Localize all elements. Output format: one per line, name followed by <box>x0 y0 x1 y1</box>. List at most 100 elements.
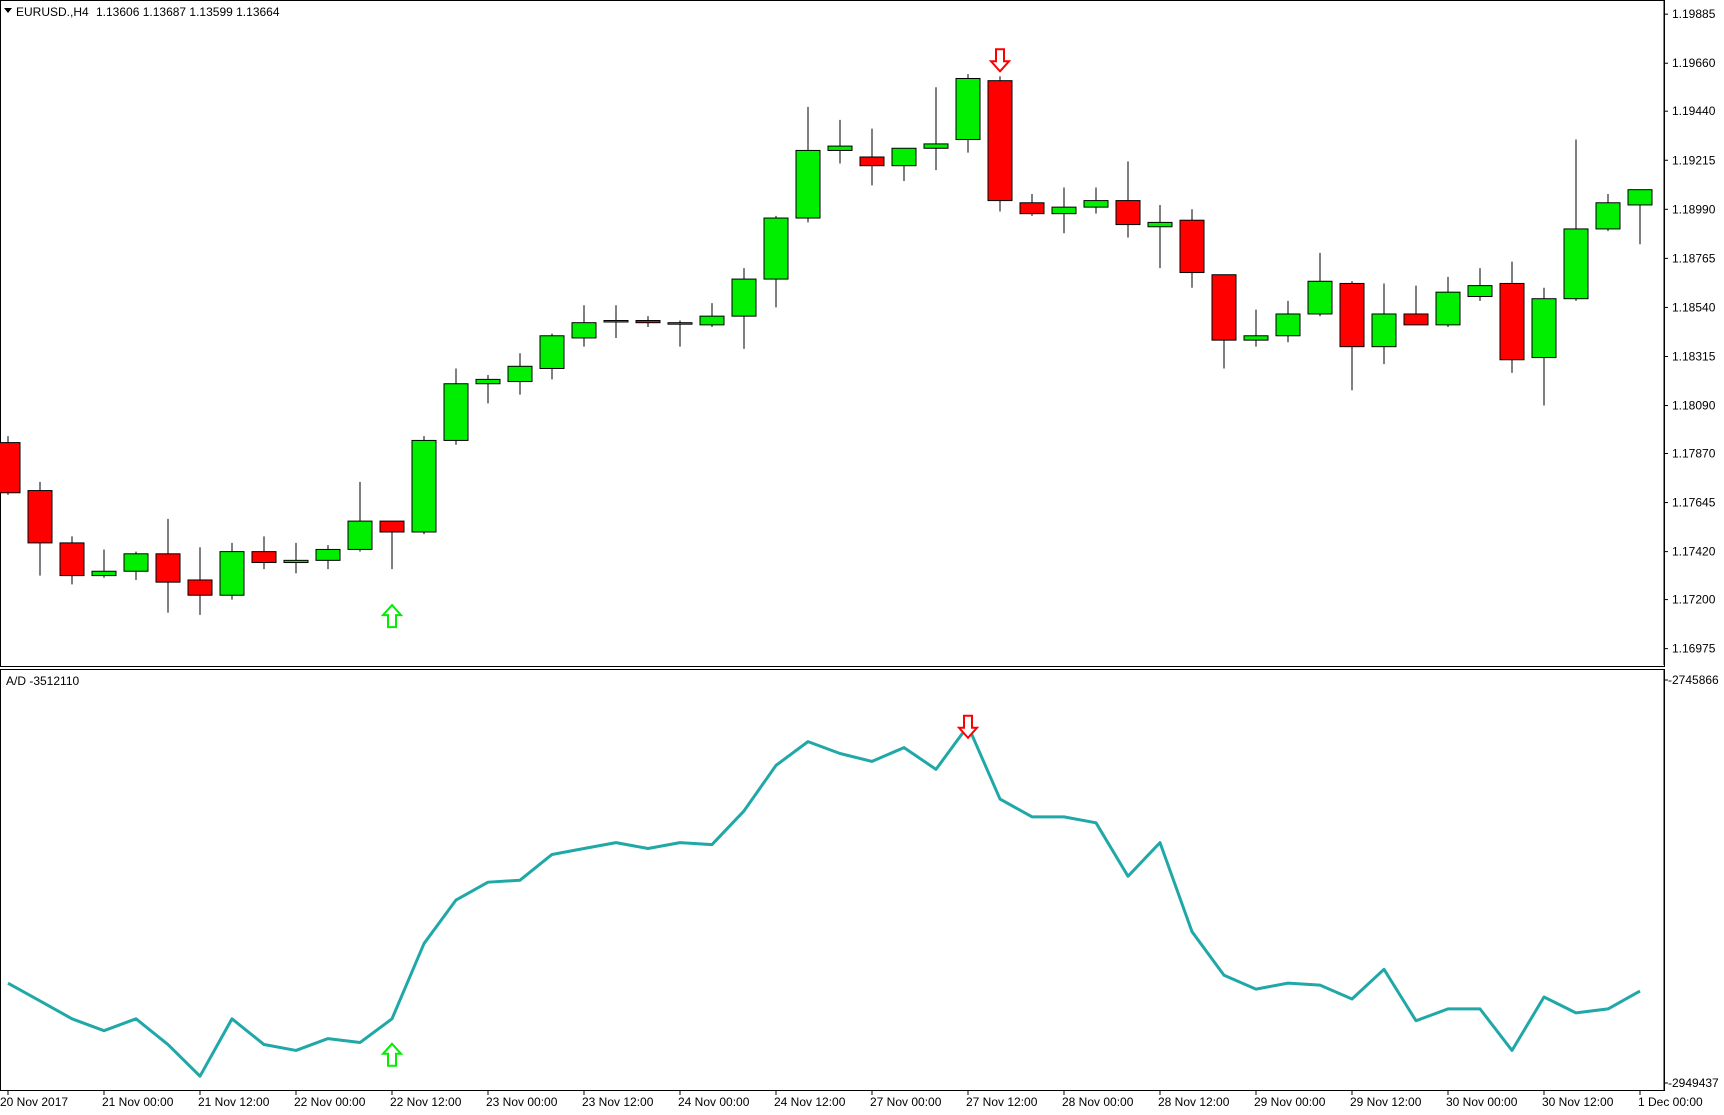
buy-arrow-icon <box>380 603 404 629</box>
candle <box>763 215 789 308</box>
sell-arrow-icon <box>988 48 1012 73</box>
candle-body <box>1115 200 1141 226</box>
candle-body <box>827 145 853 151</box>
price-panel: EURUSD.,H4 1.13606 1.13687 1.13599 1.136… <box>0 0 1716 667</box>
candle <box>923 87 949 171</box>
candle <box>1595 194 1621 232</box>
price-tick-label: 1.16975 <box>1672 642 1716 656</box>
candle-body <box>1339 282 1365 348</box>
candle <box>155 518 181 613</box>
candle <box>859 128 885 186</box>
candle-body <box>1435 291 1461 326</box>
candle <box>1019 194 1045 216</box>
candle-body <box>795 149 821 219</box>
price-tick-label: 1.18540 <box>1672 300 1716 314</box>
ad-axis: -2745866 -2949437 <box>1663 670 1719 1090</box>
time-tick-label: 28 Nov 00:00 <box>1062 1095 1134 1109</box>
candle-body <box>27 490 53 544</box>
chevron-down-icon[interactable] <box>4 8 12 13</box>
candle <box>1499 261 1525 373</box>
candle <box>667 320 693 347</box>
time-tick-label: 28 Nov 12:00 <box>1158 1095 1230 1109</box>
candle-body <box>1467 285 1493 298</box>
time-axis: 20 Nov 2017 21 Nov 00:00 21 Nov 12:00 22 No… <box>0 1090 1703 1109</box>
candle-body <box>635 320 661 324</box>
candle <box>1339 281 1365 391</box>
ad-signals-group <box>380 714 980 1067</box>
candle-body <box>1083 200 1109 208</box>
time-tick-label: 29 Nov 00:00 <box>1254 1095 1326 1109</box>
time-tick-label: 23 Nov 00:00 <box>486 1095 558 1109</box>
candle <box>315 545 341 570</box>
candle-body <box>1531 298 1557 359</box>
candle <box>1243 309 1269 347</box>
candle-body <box>507 365 533 383</box>
candle-body <box>59 542 85 577</box>
candle-body <box>1179 219 1205 274</box>
time-tick-label: 1 Dec 00:00 <box>1638 1095 1703 1109</box>
candle <box>891 147 917 181</box>
candle-body <box>731 278 757 317</box>
candle <box>603 305 629 338</box>
candle-body <box>475 378 501 385</box>
time-tick-label: 30 Nov 12:00 <box>1542 1095 1614 1109</box>
indicator-panel: A/D -3512110 -2745866 -2949437 <box>0 669 1719 1091</box>
candle <box>795 106 821 223</box>
candle <box>411 436 437 535</box>
candle-body <box>155 553 181 583</box>
candle-body <box>187 579 213 596</box>
candle-body <box>315 548 341 561</box>
candle-body <box>955 77 981 141</box>
candle <box>0 436 21 495</box>
symbol-dropdown[interactable]: EURUSD.,H4 <box>4 5 89 19</box>
time-tick-label: 22 Nov 00:00 <box>294 1095 366 1109</box>
candle <box>571 305 597 347</box>
candle <box>827 119 853 164</box>
candle <box>1211 274 1237 369</box>
candle <box>1531 287 1557 406</box>
candle-body <box>763 217 789 280</box>
time-tick-label: 30 Nov 00:00 <box>1446 1095 1518 1109</box>
candle <box>27 481 53 576</box>
candle <box>1179 209 1205 288</box>
price-tick-label: 1.17870 <box>1672 447 1716 461</box>
price-tick-label: 1.17645 <box>1672 496 1716 510</box>
time-tick-label: 27 Nov 12:00 <box>966 1095 1038 1109</box>
price-tick-label: 1.18090 <box>1672 399 1716 413</box>
candle-body <box>219 551 245 596</box>
candle <box>635 316 661 328</box>
candle <box>1275 300 1301 343</box>
candle-body <box>987 80 1013 202</box>
candle-body <box>411 439 437 533</box>
candle-body <box>1147 221 1173 228</box>
candle-body <box>1243 335 1269 341</box>
time-tick-label: 21 Nov 12:00 <box>198 1095 270 1109</box>
candle <box>123 551 149 580</box>
candle-body <box>1371 313 1397 348</box>
candle <box>1627 189 1653 245</box>
candle-body <box>1051 206 1077 215</box>
candle-body <box>1019 202 1045 215</box>
candle <box>91 549 117 578</box>
candle-body <box>379 520 405 533</box>
buy-arrow-icon <box>380 1042 404 1067</box>
candle <box>539 333 565 380</box>
time-tick-label: 24 Nov 12:00 <box>774 1095 846 1109</box>
price-signals-group <box>380 48 1012 629</box>
price-tick-label: 1.18315 <box>1672 349 1716 363</box>
time-tick-label: 20 Nov 2017 <box>0 1095 68 1109</box>
candle-body <box>1595 202 1621 230</box>
price-tick-label: 1.17420 <box>1672 545 1716 559</box>
candle <box>1467 268 1493 301</box>
candle <box>1435 276 1461 328</box>
candle-body <box>1627 189 1653 206</box>
candle <box>1307 252 1333 317</box>
time-tick-label: 29 Nov 12:00 <box>1350 1095 1422 1109</box>
candle <box>251 536 277 570</box>
candle <box>1083 187 1109 214</box>
candle-body <box>251 551 277 564</box>
candle <box>955 74 981 153</box>
candle <box>699 303 725 328</box>
